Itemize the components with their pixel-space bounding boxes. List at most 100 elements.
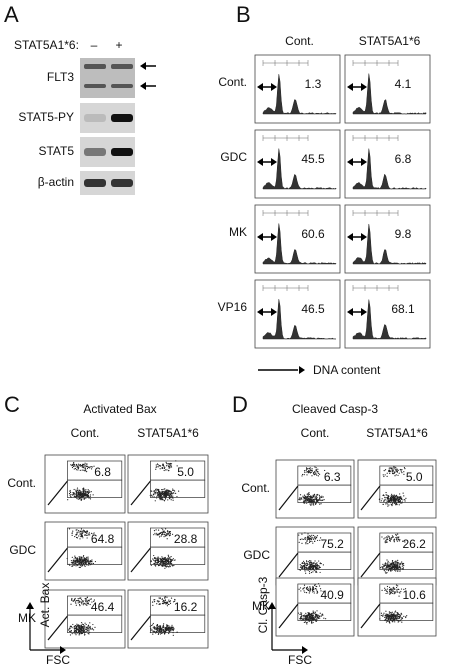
event-dot [308, 498, 310, 500]
event-dot [80, 558, 82, 560]
event-dot [305, 500, 307, 503]
event-dot [382, 563, 384, 565]
event-dot [396, 590, 398, 592]
event-dot [159, 631, 161, 633]
event-dot [168, 625, 170, 627]
event-dot [78, 633, 81, 635]
event-dot [393, 472, 395, 475]
event-dot [315, 570, 317, 572]
event-dot [385, 539, 387, 541]
event-dot [80, 465, 82, 467]
event-dot [85, 489, 87, 491]
event-dot [306, 586, 309, 588]
event-dot [171, 629, 173, 631]
event-dot [392, 565, 394, 567]
event-dot [322, 499, 324, 501]
event-dot [398, 595, 400, 597]
event-dot [166, 532, 168, 535]
event-dot [313, 592, 315, 594]
event-dot [157, 559, 159, 561]
event-dot [383, 538, 385, 540]
blot-band [111, 84, 133, 88]
event-dot [390, 499, 392, 501]
event-dot [76, 624, 78, 626]
event-dot [166, 596, 168, 598]
row-label: MK [229, 225, 247, 239]
event-dot [385, 589, 387, 591]
event-dot [80, 625, 82, 627]
event-dot [396, 496, 398, 498]
gate [47, 615, 68, 641]
event-dot [307, 467, 309, 470]
event-dot [160, 628, 162, 630]
event-dot [83, 559, 85, 561]
percentage: 5.0 [177, 465, 194, 479]
event-dot [397, 570, 399, 572]
event-dot [307, 589, 310, 592]
event-dot [317, 614, 319, 616]
event-dot [86, 494, 88, 496]
event-dot [87, 492, 90, 495]
event-dot [301, 475, 303, 477]
event-dot [309, 540, 312, 542]
event-dot [304, 567, 306, 570]
panel-letter: D [232, 392, 248, 417]
event-dot [85, 623, 87, 626]
event-dot [391, 562, 393, 564]
event-dot [154, 500, 156, 502]
event-dot [81, 623, 84, 625]
event-dot [85, 471, 88, 473]
event-dot [307, 561, 310, 563]
event-dot [306, 566, 308, 569]
event-dot [386, 498, 389, 500]
event-dot [309, 590, 311, 592]
event-dot [167, 493, 170, 495]
event-dot [399, 468, 401, 471]
event-dot [83, 628, 85, 630]
event-dot [312, 499, 314, 501]
event-dot [312, 503, 314, 505]
event-dot [153, 496, 155, 498]
event-dot [397, 469, 399, 471]
event-dot [397, 621, 399, 623]
event-dot [69, 491, 72, 494]
event-dot [388, 619, 390, 621]
event-dot [156, 494, 159, 496]
event-dot [303, 587, 305, 590]
event-dot [315, 567, 317, 569]
event-dot [398, 536, 400, 538]
event-dot [304, 621, 306, 623]
event-dot [88, 600, 90, 602]
event-dot [172, 630, 174, 632]
event-dot [305, 572, 307, 574]
event-dot [298, 541, 300, 543]
event-dot [79, 605, 81, 607]
percentage: 6.8 [94, 465, 111, 479]
event-dot [155, 629, 157, 631]
event-dot [72, 561, 74, 564]
event-dot [163, 493, 165, 495]
panel-letter: B [236, 2, 251, 27]
event-dot [301, 498, 303, 500]
event-dot [393, 617, 395, 619]
event-dot [80, 495, 82, 497]
event-dot [168, 535, 170, 537]
event-dot [168, 466, 170, 468]
event-dot [395, 539, 398, 541]
event-dot [385, 613, 387, 615]
event-dot [87, 603, 89, 605]
event-dot [164, 600, 166, 602]
event-dot [155, 529, 157, 531]
event-dot [299, 564, 301, 566]
blot-band [84, 179, 106, 187]
event-dot [88, 626, 90, 629]
event-dot [164, 628, 166, 630]
percentage: 6.8 [395, 152, 412, 166]
event-dot [301, 533, 303, 535]
event-dot [84, 462, 86, 464]
event-dot [388, 470, 390, 473]
event-dot [396, 497, 398, 499]
event-dot [385, 610, 387, 612]
event-dot [169, 558, 172, 560]
event-dot [299, 494, 302, 496]
